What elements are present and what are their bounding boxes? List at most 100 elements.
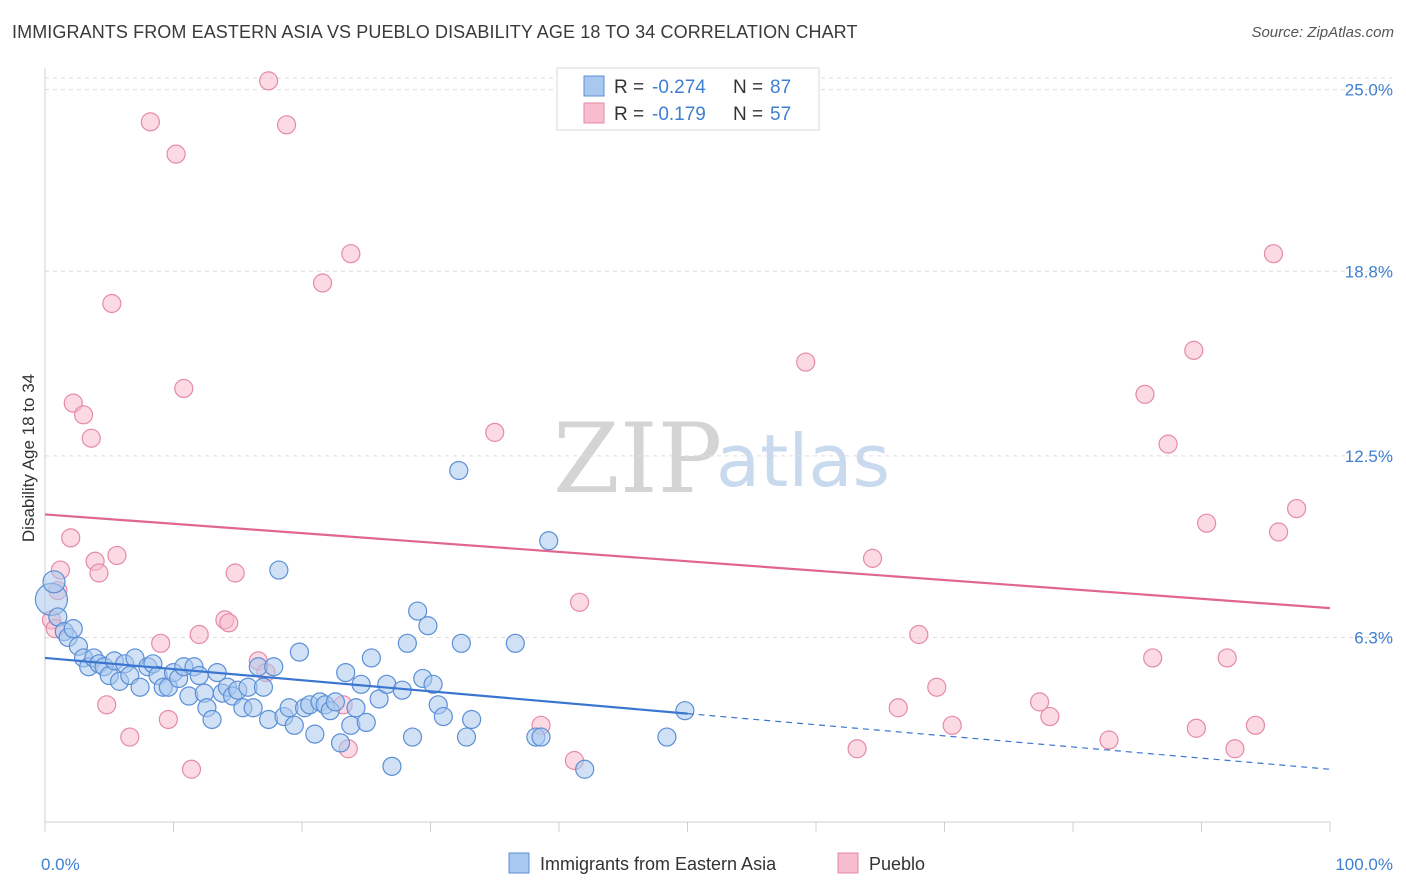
bottom-legend-swatch-blue [508,852,530,874]
source-credit: Source: ZipAtlas.com [1251,24,1394,41]
blue-data-point [539,531,559,551]
blue-data-point [657,727,677,747]
legend-swatch-pink [583,102,605,124]
blue-data-point [325,692,346,712]
legend-r-value-1: -0.274 [652,77,706,98]
blue-data-point [243,698,263,718]
pink-data-point [140,112,160,132]
legend-n-value-2: 57 [770,104,791,125]
blue-data-point [449,460,469,481]
pink-data-point [1217,648,1237,668]
y-tick-label: 6.3% [1354,628,1393,647]
pink-data-point [341,244,361,264]
pink-data-point [569,592,590,612]
x-tick-label-max: 100.0% [1335,855,1393,874]
y-tick-label: 18.8% [1345,262,1393,281]
y-tick-label: 25.0% [1345,81,1393,100]
correlation-legend: R = -0.274 N = 87 R = -0.179 N = 57 [556,67,820,131]
pink-data-point [61,528,81,548]
pink-data-point [120,727,140,747]
trend-lines [44,513,1331,770]
pink-data-point [909,624,929,645]
pink-data-point [97,695,117,715]
pink-data-point [174,378,194,399]
pink-data-point [1286,498,1307,519]
legend-n-value-1: 87 [770,77,791,98]
blue-data-point [505,633,525,653]
blue-data-point [462,709,482,730]
pink-trend-line [44,513,1331,610]
pink-data-point [181,759,202,779]
blue-data-point [531,727,551,747]
pink-data-point [1245,715,1266,735]
pink-data-point [225,563,245,583]
blue-data-point [305,724,325,744]
blue-data-point [675,701,695,721]
y-tick-label: 12.5% [1345,447,1393,466]
blue-data-point [418,616,438,636]
blue-data-point [130,677,150,697]
blue-data-point [456,727,477,747]
pink-data-point [485,422,505,442]
pink-data-point [1135,384,1155,404]
bottom-legend-label-pink: Pueblo [869,854,925,874]
blue-data-point [42,570,66,594]
pink-data-point [1184,340,1204,360]
blue-data-point [397,633,417,653]
pink-data-point [1186,718,1206,738]
blue-data-point [451,633,471,653]
legend-r-label-2: R = [614,104,644,125]
pink-data-point [1158,434,1178,454]
pink-data-point [927,677,947,697]
pink-data-point [102,293,122,314]
pink-data-point [1263,244,1284,264]
pink-data-point [847,739,867,759]
pink-data-point [189,624,209,645]
blue-data-point [264,657,284,677]
pink-data-point [107,545,127,566]
blue-data-point [356,712,376,733]
pink-data-point [1268,522,1289,542]
eastern-asia-points [34,460,695,779]
pink-data-point [151,633,171,653]
pink-data-point [219,613,239,633]
pink-data-point [1225,739,1245,759]
blue-data-point [202,709,222,730]
blue-data-point [408,601,428,621]
blue-data-point [189,665,209,686]
blue-data-point [423,674,443,694]
legend-r-value-2: -0.179 [652,104,706,125]
pink-data-point [1040,706,1060,727]
blue-data-point [336,662,356,683]
axes [44,68,1331,832]
blue-trend-line [44,656,688,715]
pink-data-point [1143,648,1163,668]
pink-data-point [1099,730,1119,750]
blue-data-point [346,698,366,718]
watermark-zip: ZIP [553,403,722,515]
tick-labels: 6.3% 12.5% 18.8% 25.0% 0.0% 100.0% [41,81,1393,874]
chart-title: IMMIGRANTS FROM EASTERN ASIA VS PUEBLO D… [12,22,858,42]
pink-data-point [942,715,962,735]
bottom-legend-swatch-pink [837,852,859,874]
blue-data-point [330,733,351,753]
pink-data-point [258,71,279,91]
pink-data-point [89,563,109,583]
blue-data-point [382,756,402,776]
blue-trend-extension [687,713,1331,770]
legend-r-label-1: R = [614,77,644,98]
bottom-legend-label-blue: Immigrants from Eastern Asia [540,854,777,874]
pink-data-point [796,352,816,372]
pink-data-point [158,709,178,730]
pink-data-point [1029,692,1050,712]
pink-data-point [1197,513,1217,533]
legend-n-label-2: N = [733,104,763,125]
blue-data-point [402,727,423,747]
pink-data-point [81,428,101,448]
blue-data-point [284,715,304,735]
x-tick-label-min: 0.0% [41,855,80,874]
watermark-atlas: atlas [716,419,890,503]
blue-data-point [575,759,595,779]
pink-data-point [73,405,94,425]
